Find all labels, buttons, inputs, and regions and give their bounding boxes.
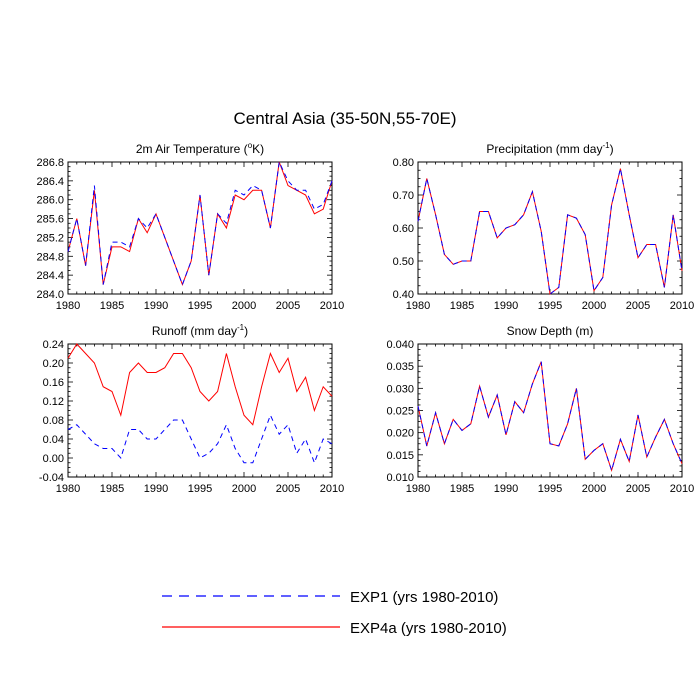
chart-panels: 2m Air Temperature (oK) 1980 1985 1990 1995 2… [36,141,694,495]
chart-panel-2: Precipitation (mm day-1) 1980 1985 1990 1995… [393,141,695,312]
x-tick-label: 1995 [538,483,562,495]
panel-title-text: Runoff (mm day [152,324,237,338]
panel-title-suffix: ) [610,142,614,156]
x-tick-label: 1985 [450,300,474,312]
series-line-exp4a [417,168,683,295]
panel-title-superscript: -1 [237,323,245,332]
series-line-exp1 [67,160,333,286]
panel-title-text: Snow Depth (m) [507,324,594,338]
chart-panel-3: Runoff (mm day-1) 1980 1985 1990 1995 2000 200… [39,323,344,495]
y-tick-label: 0.04 [43,434,64,446]
x-tick-label: 1990 [494,483,518,495]
x-tick-label: 1990 [494,300,518,312]
x-tick-label: 2000 [582,483,606,495]
panel-title: Runoff (mm day-1) [152,323,248,338]
x-tick-label: 2005 [276,483,300,495]
plot-frame [417,343,683,478]
x-tick-label: 1985 [100,300,124,312]
y-tick-label: 284.4 [36,270,64,282]
series-line-exp4a [67,343,333,426]
y-tick-label: 0.00 [43,453,64,465]
x-tick-label: 2010 [670,483,694,495]
x-tick-label: 1980 [406,483,430,495]
y-tick-label: 0.16 [43,377,64,389]
panel-title-text: 2m Air Temperature ( [136,142,248,156]
chart-panel-1: 2m Air Temperature (oK) 1980 1985 1990 1995 2… [36,141,344,312]
plot-frame [67,161,333,295]
x-tick-label: 1995 [538,300,562,312]
chart-panel-4: Snow Depth (m) 1980 1985 1990 1995 2000 2005 20… [386,324,694,495]
x-tick-label: 2000 [582,300,606,312]
legend: EXP1 (yrs 1980-2010) EXP4a (yrs 1980-201… [162,589,507,637]
x-tick-label: 1980 [406,300,430,312]
y-tick-label: 0.08 [43,415,64,427]
y-tick-label: 0.50 [393,256,414,268]
x-tick-label: 2010 [320,300,344,312]
x-tick-label: 1995 [188,483,212,495]
x-tick-label: 1995 [188,300,212,312]
y-tick-label: 0.035 [386,361,414,373]
series-line-exp1 [417,168,683,295]
y-tick-label: 0.40 [393,289,414,301]
y-tick-label: 0.70 [393,190,414,202]
y-tick-label: 0.12 [43,396,64,408]
figure-title: Central Asia (35-50N,55-70E) [233,109,456,128]
panel-title-superscript: -1 [602,141,610,150]
legend-label-exp4a: EXP4a (yrs 1980-2010) [350,620,507,637]
panel-title-text: Precipitation (mm day [486,142,602,156]
y-tick-label: 0.010 [386,472,414,484]
y-tick-label: 285.2 [36,232,64,244]
x-tick-label: 2000 [232,483,256,495]
y-tick-label: 286.4 [36,176,64,188]
x-tick-label: 2005 [276,300,300,312]
y-tick-label: 285.6 [36,214,64,226]
y-tick-label: 0.020 [386,428,414,440]
x-tick-label: 2005 [626,483,650,495]
y-tick-label: 0.60 [393,223,414,235]
x-tick-label: 2000 [232,300,256,312]
y-tick-label: 0.025 [386,406,414,418]
x-tick-label: 1985 [450,483,474,495]
y-tick-label: 286.8 [36,157,64,169]
panel-title-superscript: o [248,141,253,150]
panel-title: 2m Air Temperature (oK) [136,141,264,156]
series-line-exp1 [417,361,683,473]
y-tick-label: -0.04 [39,472,64,484]
y-tick-label: 284.0 [36,289,64,301]
y-tick-label: 284.8 [36,251,64,263]
y-tick-label: 0.015 [386,450,414,462]
y-tick-label: 0.040 [386,339,414,351]
x-tick-label: 1985 [100,483,124,495]
panel-title: Precipitation (mm day-1) [486,141,613,156]
legend-label-exp1: EXP1 (yrs 1980-2010) [350,589,498,606]
series-line-exp1 [67,413,333,465]
x-tick-label: 2010 [320,483,344,495]
series-line-exp4a [67,161,333,286]
plot-frame [67,343,333,478]
x-tick-label: 1980 [56,300,80,312]
panel-title-suffix: ) [244,324,248,338]
x-tick-label: 1980 [56,483,80,495]
x-tick-label: 1990 [144,300,168,312]
y-tick-label: 0.030 [386,383,414,395]
x-tick-label: 1990 [144,483,168,495]
y-tick-label: 286.0 [36,195,64,207]
x-tick-label: 2010 [670,300,694,312]
panel-title: Snow Depth (m) [507,324,594,338]
y-tick-label: 0.24 [43,339,64,351]
series-line-exp4a [417,361,683,473]
panel-title-suffix: K) [252,142,264,156]
x-tick-label: 2005 [626,300,650,312]
plot-frame [417,161,683,295]
y-tick-label: 0.20 [43,358,64,370]
y-tick-label: 0.80 [393,157,414,169]
